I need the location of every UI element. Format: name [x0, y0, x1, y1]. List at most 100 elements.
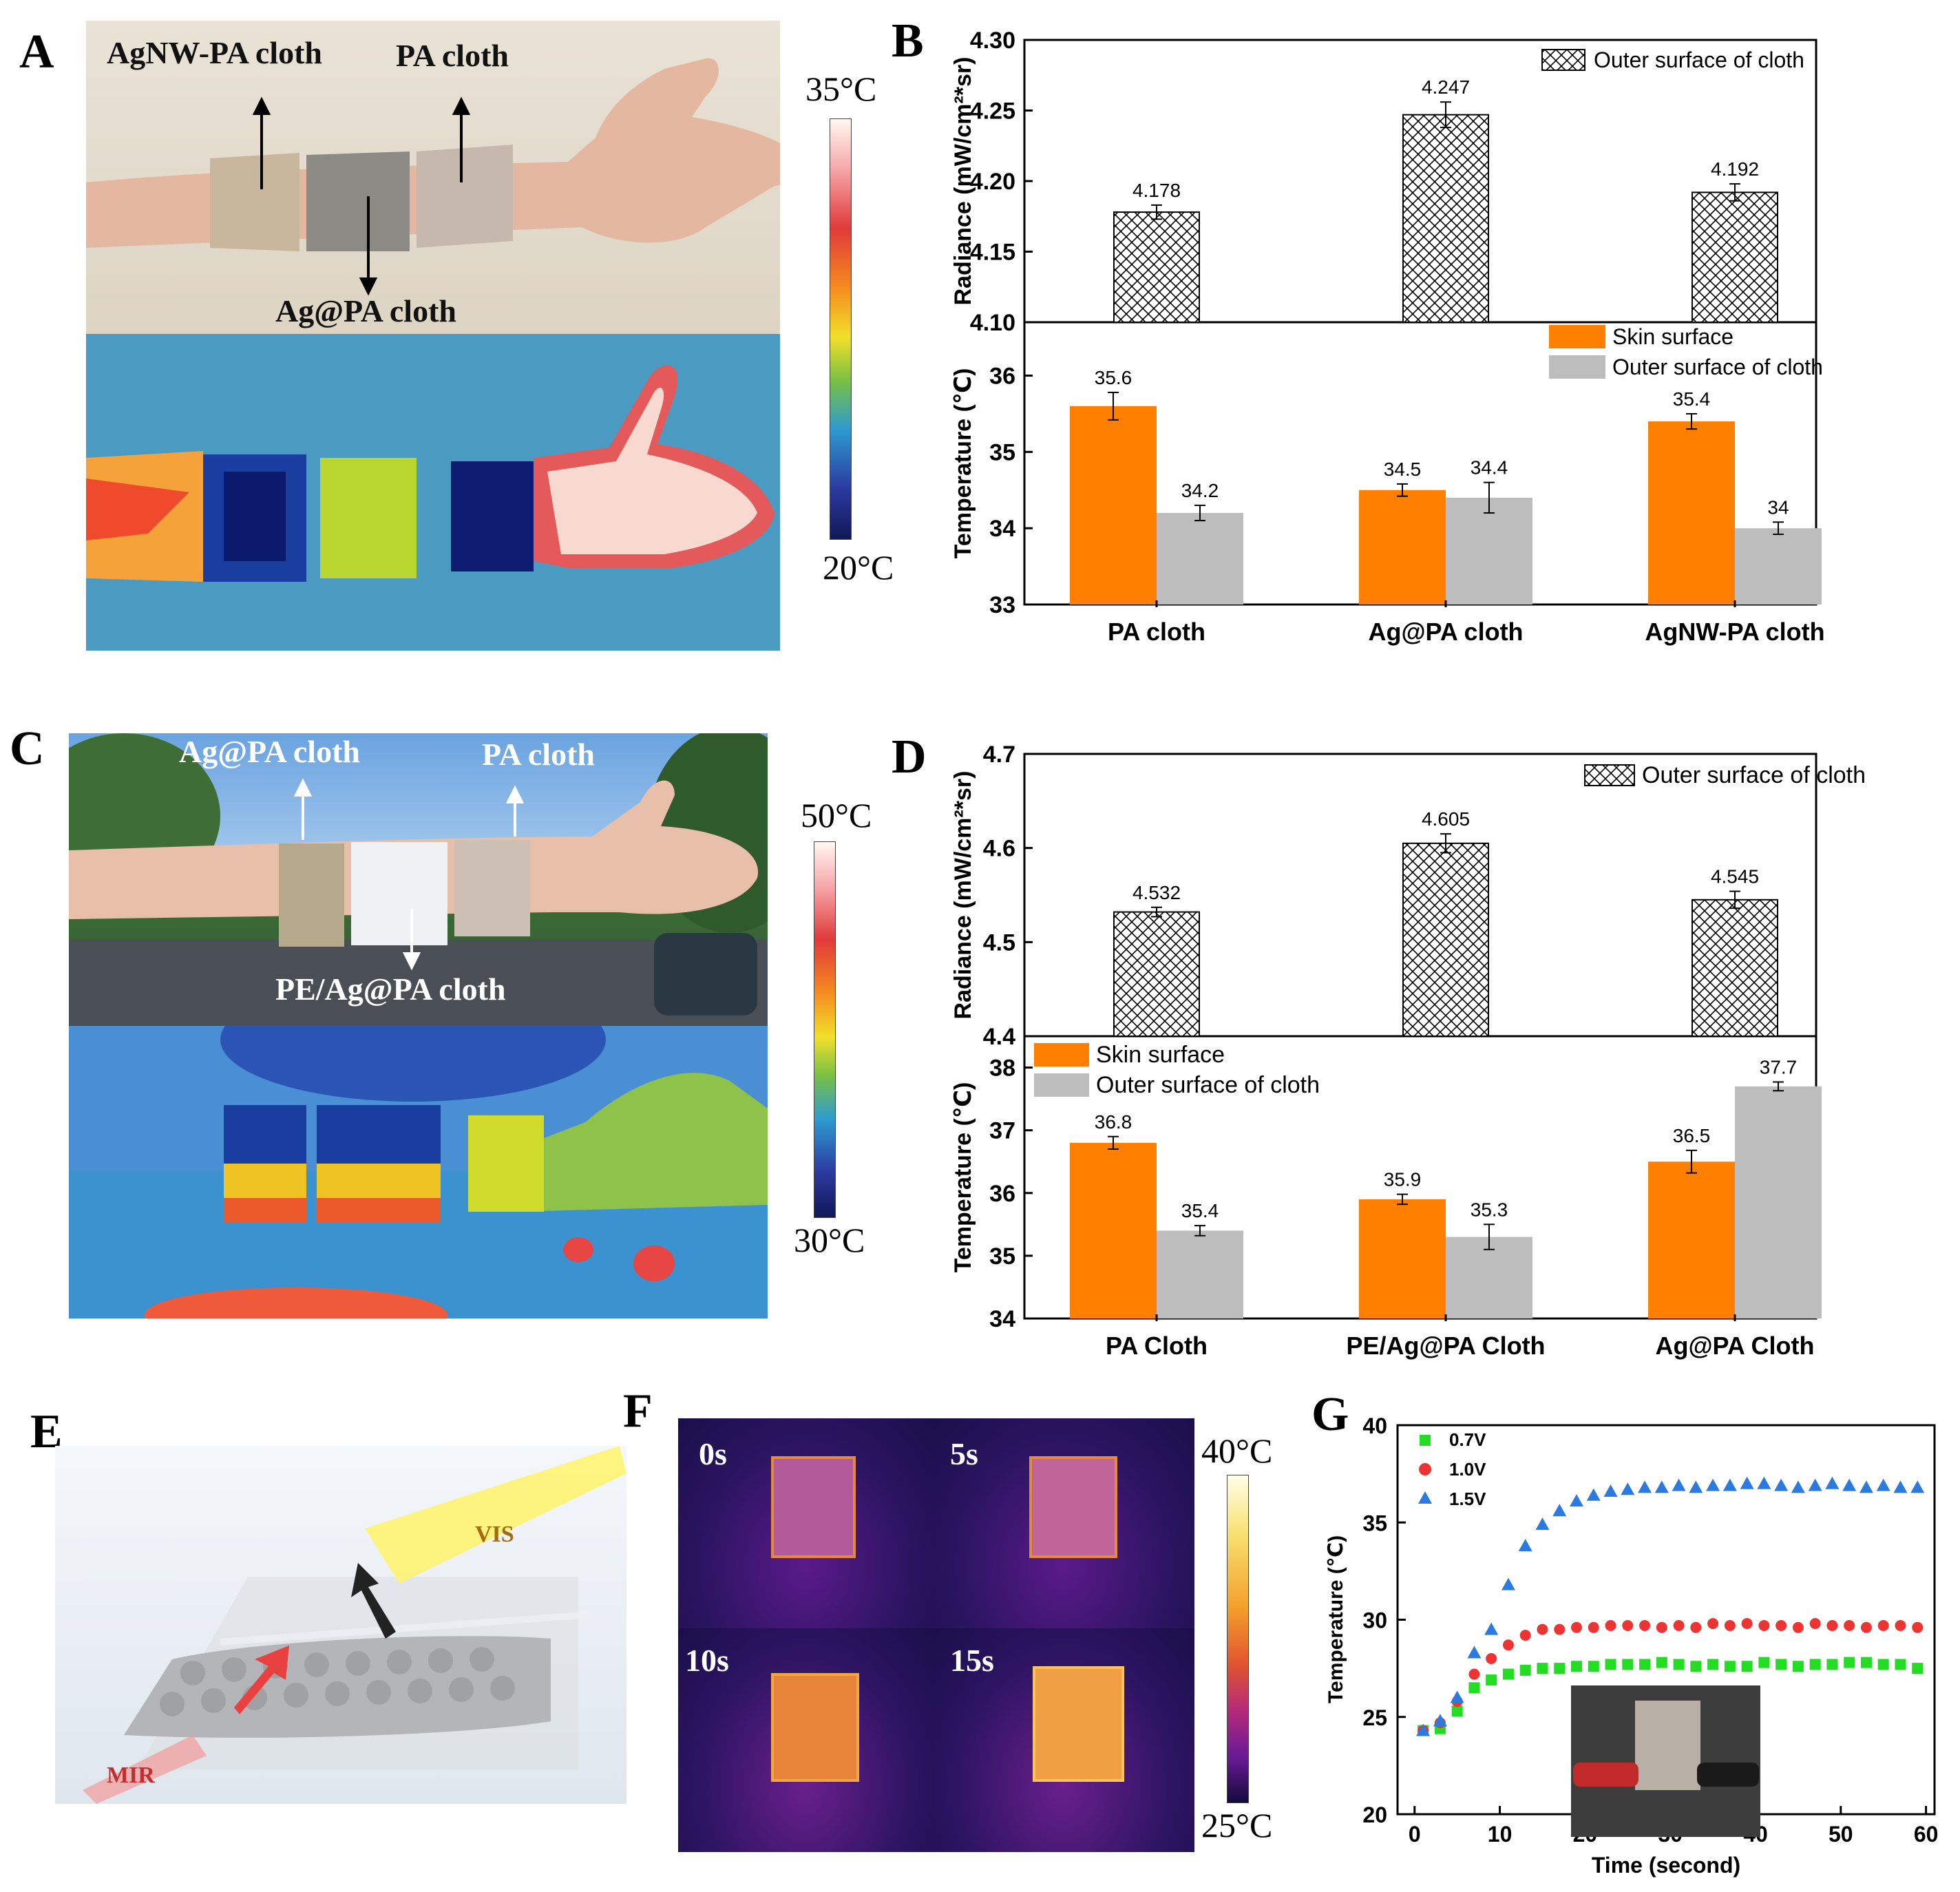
data-point-1.0V	[1860, 1621, 1872, 1633]
x-tick-label: 60	[1914, 1822, 1939, 1847]
chart-g: 01020304050602025303540 Temperature (℃) …	[1325, 1413, 1939, 1878]
bar	[1157, 1230, 1243, 1318]
panel-label-a: A	[19, 25, 54, 78]
data-point-1.0V	[1502, 1639, 1514, 1651]
data-point-0.7V	[1656, 1657, 1667, 1668]
y-tick-label: 35	[989, 439, 1015, 465]
data-label: 34.2	[1181, 480, 1219, 501]
data-point-1.5V	[1774, 1478, 1789, 1491]
data-point-1.5V	[1689, 1480, 1703, 1493]
data-point-0.7V	[1775, 1659, 1787, 1670]
colorbar-a	[830, 118, 852, 540]
data-point-1.5V	[1791, 1480, 1805, 1493]
chart-g-ylabel: Temperature (℃)	[1325, 1535, 1347, 1703]
thermal-image-c	[69, 1026, 768, 1318]
panel-label-d: D	[892, 730, 927, 784]
chart-d-bottom-ylabel: Temperature (℃)	[950, 1082, 976, 1273]
bar	[1692, 898, 1778, 1037]
data-point-1.0V	[1588, 1621, 1599, 1633]
data-point-1.0V	[1605, 1619, 1616, 1631]
data-point-1.5V	[1484, 1622, 1499, 1635]
colorbar-f-max: 40°C	[1201, 1431, 1273, 1470]
bar	[1359, 490, 1446, 605]
legend-d-skin-label: Skin surface	[1096, 1042, 1225, 1068]
category-label: Ag@PA cloth	[1368, 618, 1523, 646]
legend-g-15-marker	[1418, 1491, 1432, 1504]
legend-g-07-marker	[1420, 1435, 1431, 1446]
colorbar-a-max: 35°C	[805, 70, 877, 108]
data-label: 35.9	[1384, 1169, 1422, 1190]
outdoor-scene	[69, 733, 768, 1026]
data-point-0.7V	[1554, 1663, 1566, 1674]
y-tick-label: 35	[1362, 1511, 1387, 1535]
arm-illustration	[86, 58, 780, 251]
legend-g-07-label: 0.7V	[1449, 1429, 1486, 1450]
data-label: 4.545	[1711, 866, 1759, 887]
y-tick-label: 35	[989, 1243, 1015, 1270]
data-point-1.0V	[1826, 1619, 1838, 1631]
data-label: 4.605	[1422, 808, 1470, 830]
category-label: PA Cloth	[1106, 1332, 1208, 1360]
data-point-0.7V	[1758, 1657, 1770, 1668]
data-point-0.7V	[1690, 1661, 1702, 1672]
category-label: AgNW-PA cloth	[1645, 618, 1824, 646]
y-tick-label: 34	[989, 1306, 1015, 1332]
y-tick-label: 30	[1362, 1608, 1387, 1633]
y-tick-label: 34	[989, 516, 1015, 542]
data-point-1.5V	[1706, 1478, 1720, 1491]
data-point-1.0V	[1537, 1623, 1548, 1635]
colorbar-c-min: 30°C	[794, 1221, 865, 1259]
mir-down-beam	[83, 1735, 207, 1804]
x-tick-label: 0	[1409, 1822, 1421, 1847]
data-point-0.7V	[1451, 1705, 1463, 1717]
schematic-e: VIS MIR	[55, 1446, 626, 1804]
legend-d-top-label: Outer surface of cloth	[1642, 762, 1866, 788]
data-point-0.7V	[1502, 1668, 1514, 1680]
data-point-1.0V	[1468, 1668, 1480, 1680]
legend-g-15-label: 1.5V	[1449, 1489, 1486, 1509]
data-label: 34.5	[1384, 459, 1422, 480]
y-tick-label: 4.10	[970, 310, 1015, 336]
data-point-0.7V	[1741, 1661, 1753, 1672]
data-point-1.5V	[1570, 1494, 1583, 1507]
label-pa: PA cloth	[396, 38, 509, 73]
thermal-frame-5s: 5s	[933, 1418, 1194, 1628]
y-tick-label: 4.7	[983, 742, 1015, 768]
data-label: 35.6	[1095, 367, 1132, 388]
chart-g-legend: 0.7V 1.0V 1.5V	[1418, 1429, 1486, 1509]
data-point-1.5V	[1638, 1480, 1652, 1493]
bar	[1359, 1199, 1446, 1318]
data-point-0.7V	[1519, 1664, 1531, 1676]
bar	[1692, 191, 1778, 323]
sample-5s	[1029, 1456, 1117, 1558]
y-tick-label: 4.4	[983, 1024, 1015, 1050]
data-point-1.5V	[1518, 1539, 1532, 1552]
arm-photo-a: AgNW-PA cloth PA cloth Ag@PA cloth	[86, 21, 780, 334]
ag-pa-band-c	[279, 843, 344, 947]
pa-band	[417, 145, 513, 248]
data-point-1.0V	[1877, 1619, 1889, 1631]
colorbar-f-min: 25°C	[1201, 1806, 1273, 1844]
label-vis: VIS	[475, 1522, 514, 1547]
chart-b-top-ylabel: Radiance (mW/cm²*sr)	[950, 57, 976, 306]
time-label-5s: 5s	[950, 1436, 978, 1471]
data-point-0.7V	[1895, 1659, 1906, 1670]
legend-g-10-marker	[1419, 1463, 1431, 1475]
category-label: PA cloth	[1108, 618, 1205, 646]
y-tick-label: 38	[989, 1055, 1015, 1082]
data-label: 34	[1767, 496, 1789, 518]
label-agnw-pa: AgNW-PA cloth	[107, 35, 323, 70]
y-tick-label: 4.20	[970, 169, 1015, 195]
data-label: 35.4	[1181, 1200, 1219, 1221]
legend-g-10-label: 1.0V	[1449, 1459, 1486, 1480]
data-point-0.7V	[1673, 1659, 1685, 1670]
data-point-1.0V	[1844, 1619, 1855, 1631]
chart-b: 4.10 4.15 4.20 4.25 4.30 33 34 35 36 4.178 4.247…	[950, 28, 1825, 646]
panel-label-c: C	[10, 722, 45, 775]
pe-ag-pa-band-c	[351, 842, 447, 945]
data-label: 35.3	[1471, 1199, 1508, 1220]
bar	[1070, 1142, 1157, 1318]
y-tick-label: 40	[1362, 1413, 1387, 1438]
time-label-10s: 10s	[685, 1643, 729, 1678]
time-label-0s: 0s	[699, 1436, 727, 1471]
